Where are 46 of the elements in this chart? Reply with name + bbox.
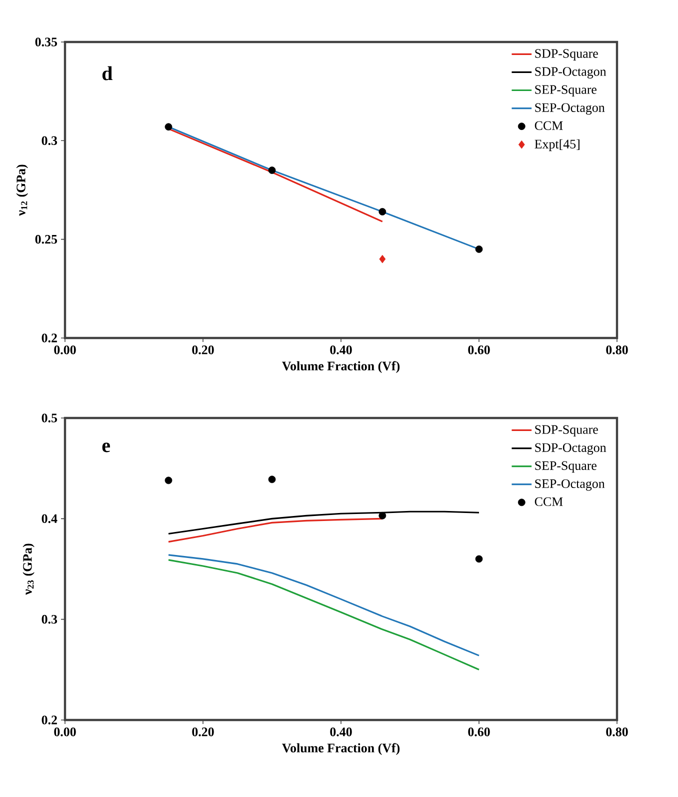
x-axis-title: Volume Fraction (Vf) — [282, 361, 400, 374]
legend-label: CCM — [534, 121, 563, 130]
line-series — [168, 554, 480, 656]
y-axis-title: ν$_{12}$ (GPa) — [16, 164, 28, 216]
annotation: d — [102, 66, 112, 80]
legend-label: SDP-Square — [535, 425, 598, 437]
point — [475, 555, 483, 563]
x-tick-label: 0.20 — [192, 346, 214, 354]
x-tick-label: 0.40 — [330, 346, 352, 354]
x-tick-label: 0.20 — [192, 728, 214, 736]
x-tick-label: 0.80 — [606, 728, 628, 736]
point — [475, 246, 483, 253]
x-tick-label: 0.40 — [330, 728, 352, 736]
x-axis-title: Volume Fraction (Vf) — [282, 743, 400, 756]
point — [268, 166, 276, 174]
x-tick-label: 0.00 — [54, 728, 76, 736]
legend-label: SEP-Square — [535, 85, 596, 97]
point — [268, 476, 276, 484]
y-tick-label: 0.5 — [42, 414, 58, 422]
point — [164, 476, 172, 484]
legend-label: SEP-Square — [535, 461, 596, 473]
y-tick-label: 0.4 — [42, 514, 58, 524]
point — [378, 512, 386, 520]
x-tick-label: 0.00 — [54, 346, 76, 354]
y-tick-label: 0.2 — [42, 716, 57, 724]
point — [379, 254, 386, 264]
x-tick-label: 0.60 — [468, 346, 490, 354]
legend-label: SDP-Square — [535, 49, 598, 60]
legend-label: SEP-Octagon — [535, 479, 605, 491]
annotation: e — [102, 442, 110, 452]
x-tick-label: 0.80 — [606, 346, 628, 354]
legend-label: SDP-Octagon — [535, 67, 606, 79]
y-tick-label: 0.2 — [42, 334, 57, 342]
point — [164, 123, 172, 131]
y-tick-label: 0.25 — [35, 234, 58, 244]
legend-label: CCM — [534, 497, 563, 506]
legend-label: Expt[45] — [534, 139, 580, 152]
legend-label: SEP-Octagon — [535, 103, 605, 115]
y-tick-label: 0.35 — [35, 38, 58, 46]
y-tick-label: 0.3 — [42, 614, 58, 624]
line-series — [168, 510, 480, 535]
point — [378, 208, 386, 216]
x-tick-label: 0.60 — [468, 728, 490, 736]
y-tick-label: 0.3 — [42, 136, 58, 146]
y-axis-title: ν$_{23}$ (GPa) — [22, 544, 34, 595]
legend-label: SDP-Octagon — [535, 443, 606, 455]
